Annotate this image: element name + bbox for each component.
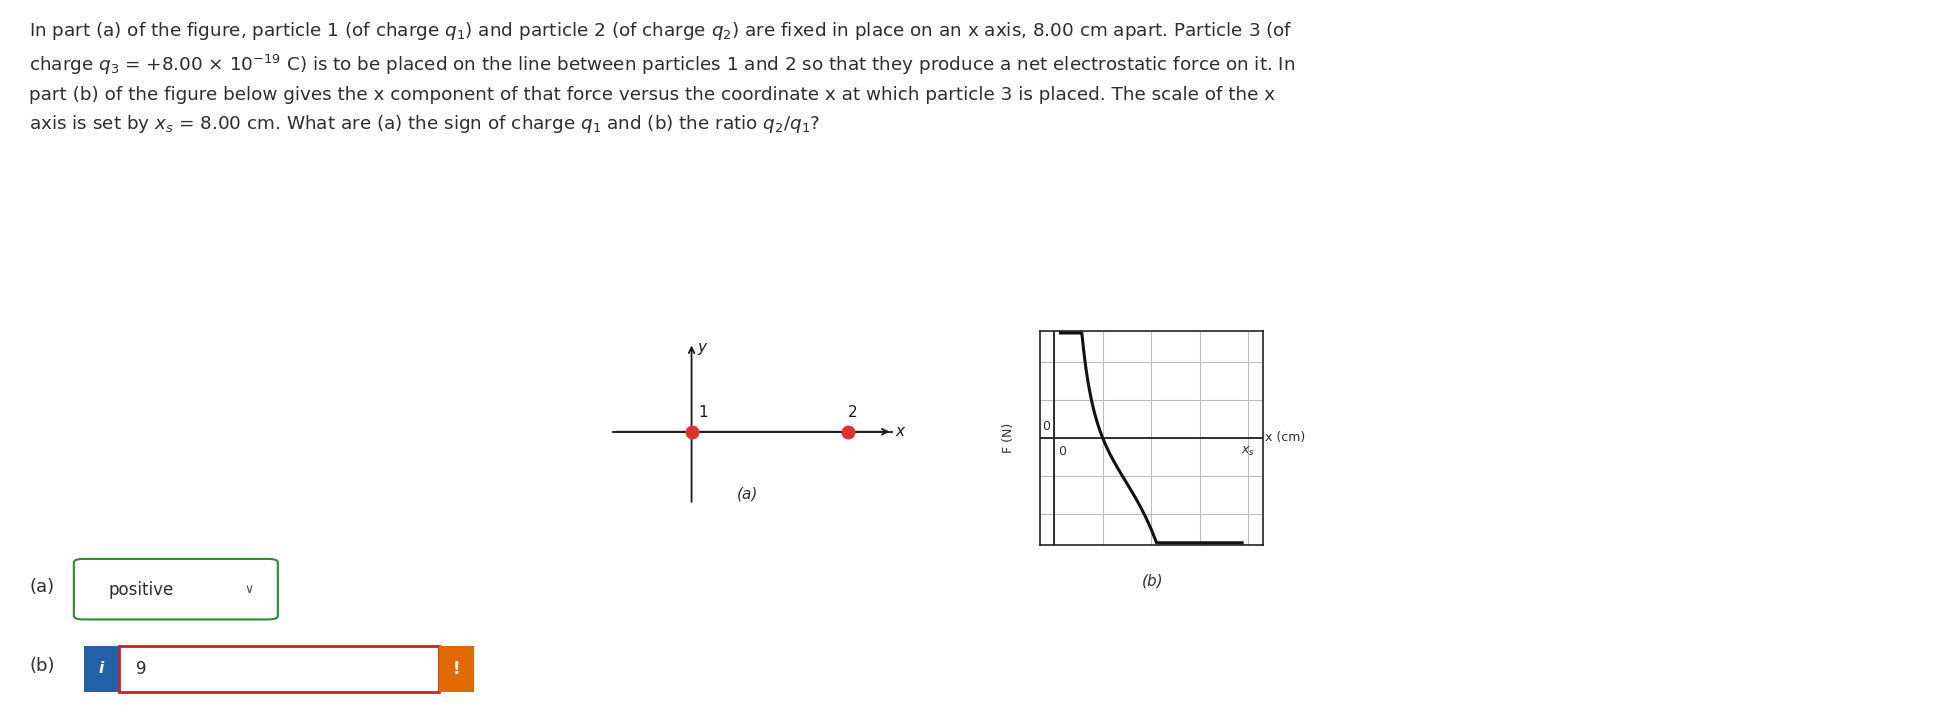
Text: i: i [99, 661, 103, 676]
Text: (b): (b) [1141, 573, 1164, 588]
FancyBboxPatch shape [74, 559, 278, 619]
FancyBboxPatch shape [439, 646, 474, 692]
Text: x (cm): x (cm) [1265, 431, 1306, 444]
Text: $x_s$: $x_s$ [1242, 445, 1255, 458]
Text: (a): (a) [29, 578, 54, 597]
Text: (b): (b) [29, 656, 54, 675]
Text: 1: 1 [698, 405, 707, 420]
Text: In part (a) of the figure, particle 1 (of charge $q_1$) and particle 2 (of charg: In part (a) of the figure, particle 1 (o… [29, 21, 1296, 135]
FancyBboxPatch shape [119, 646, 439, 692]
Text: 2: 2 [847, 405, 857, 420]
Text: !: ! [453, 659, 460, 678]
Text: 0: 0 [1041, 420, 1051, 434]
Text: x: x [896, 424, 903, 439]
Text: y: y [698, 340, 705, 355]
Text: 9: 9 [136, 659, 146, 678]
Text: ∨: ∨ [245, 583, 253, 596]
FancyBboxPatch shape [84, 646, 119, 692]
Text: (a): (a) [736, 487, 758, 502]
Text: 0: 0 [1059, 445, 1067, 458]
Text: positive: positive [109, 580, 175, 599]
Text: F (N): F (N) [1003, 423, 1014, 453]
